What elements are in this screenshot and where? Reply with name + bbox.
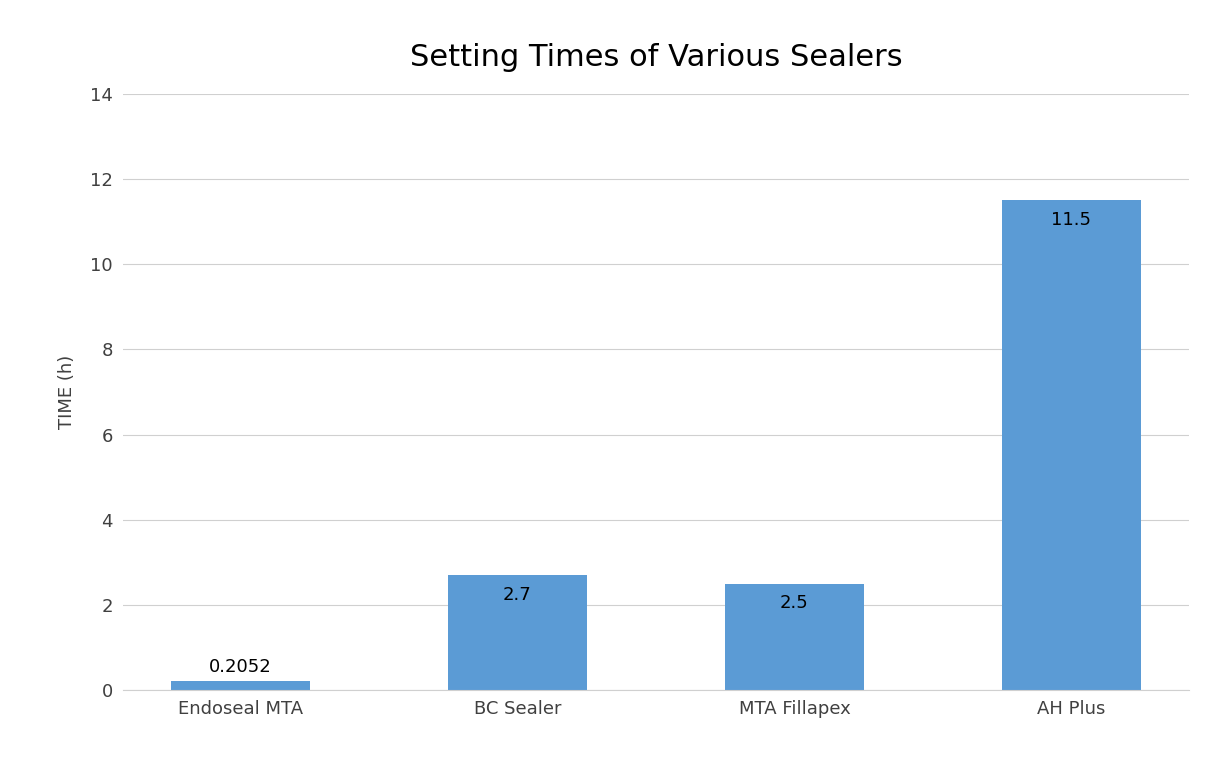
Title: Setting Times of Various Sealers: Setting Times of Various Sealers bbox=[409, 43, 902, 72]
Y-axis label: TIME (h): TIME (h) bbox=[58, 355, 76, 429]
Text: 0.2052: 0.2052 bbox=[208, 658, 272, 676]
Bar bbox=[725, 583, 863, 690]
Bar bbox=[1002, 201, 1140, 690]
Bar bbox=[449, 575, 587, 690]
Text: 2.7: 2.7 bbox=[503, 586, 532, 604]
Text: 2.5: 2.5 bbox=[780, 594, 809, 612]
Text: 11.5: 11.5 bbox=[1052, 211, 1091, 229]
Bar bbox=[172, 681, 310, 690]
